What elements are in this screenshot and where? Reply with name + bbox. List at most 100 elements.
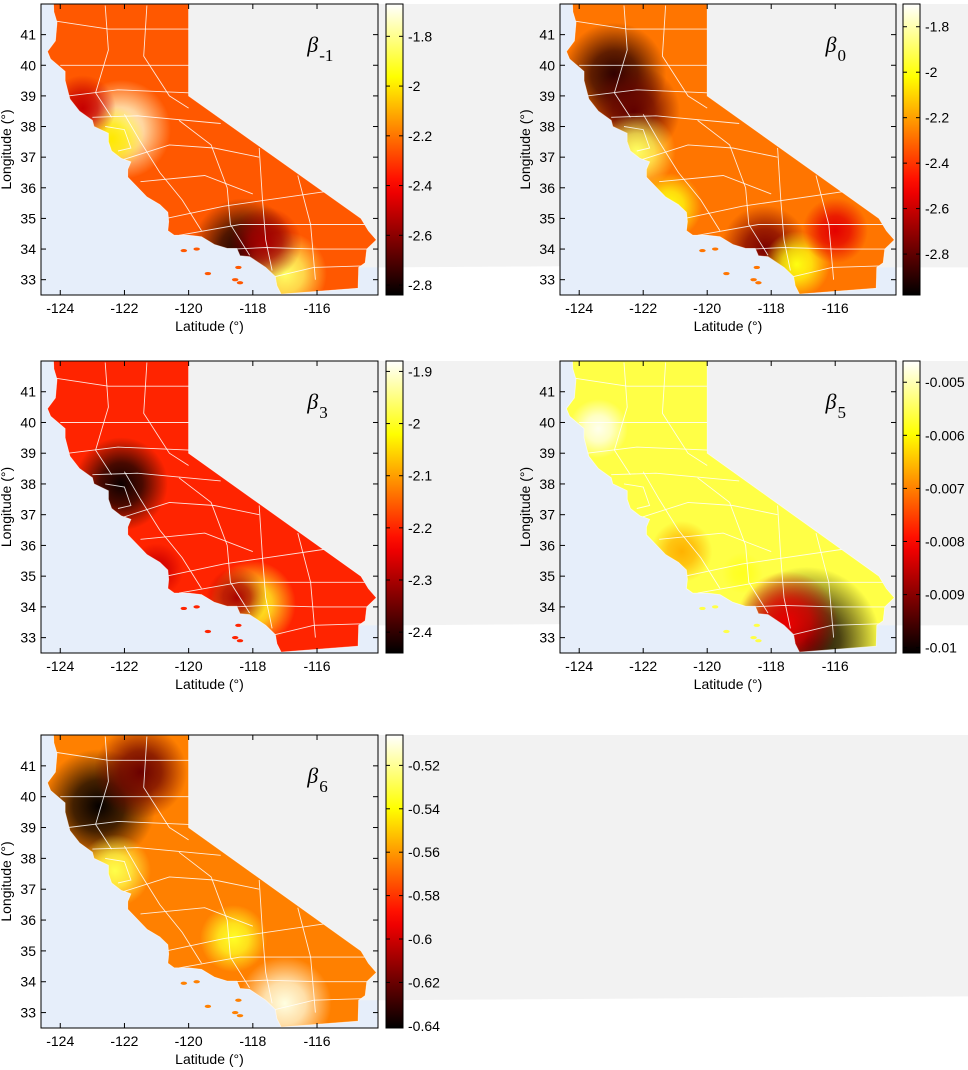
panel-annotation-subscript: 0 — [837, 46, 846, 65]
county-boundary — [659, 532, 772, 553]
y-tick-label: 34 — [20, 599, 36, 615]
county-boundary — [178, 477, 250, 614]
county-boundary — [178, 851, 250, 989]
colorbar-tick-label: -0.54 — [408, 801, 440, 817]
colorbar-tick-label: -2 — [408, 78, 421, 94]
field-hotspot — [93, 735, 188, 819]
state-outline — [565, 360, 895, 653]
y-tick-label: 37 — [20, 881, 36, 897]
x-tick-label: -122 — [629, 658, 657, 674]
y-tick-label: 35 — [539, 568, 555, 584]
axes-frame — [40, 360, 379, 654]
county-boundary — [121, 501, 260, 519]
x-tick-label: -120 — [175, 658, 203, 674]
panel-beta_0: -124 -122 -120 -118 -116 33 34 35 36 37 38 39 40 41 La… — [517, 3, 968, 334]
neighboring-land — [188, 735, 968, 1001]
x-tick-label: -118 — [758, 658, 785, 674]
island — [236, 639, 244, 643]
county-boundary — [121, 876, 260, 893]
colorbar-tick-label: -0.64 — [408, 1018, 440, 1034]
y-tick-label: 40 — [20, 57, 36, 73]
axes-frame — [559, 3, 897, 296]
county-boundary — [751, 604, 885, 608]
county-boundary — [95, 5, 112, 118]
state-outline — [46, 734, 377, 1028]
island — [235, 265, 242, 270]
y-tick-label: 36 — [539, 180, 555, 196]
island — [231, 636, 239, 640]
field-hotspot — [802, 197, 868, 264]
county-boundary — [178, 581, 366, 594]
colorbar-tick-label: -2.8 — [925, 246, 949, 262]
x-tick-label: -116 — [304, 658, 331, 674]
colorbar-tick-label: -2.1 — [408, 468, 432, 484]
island — [204, 271, 212, 276]
county-boundary — [92, 847, 221, 856]
x-tick-label: -118 — [239, 1033, 266, 1049]
y-tick-label: 37 — [539, 507, 555, 523]
y-tick-label: 38 — [539, 476, 555, 492]
county-boundary — [68, 89, 189, 97]
x-tick-label: -116 — [304, 1033, 331, 1049]
county-boundary — [684, 548, 849, 577]
county-boundary — [297, 907, 316, 1013]
island — [236, 281, 244, 285]
colorbar-tick-label: -2.6 — [408, 227, 432, 243]
base-fill — [47, 361, 377, 653]
colorbar-tick-label: -2.8 — [408, 277, 432, 293]
x-tick-label: -118 — [239, 658, 266, 674]
county-boundary — [751, 247, 885, 250]
island — [750, 278, 757, 282]
panel-annotation-subscript: 3 — [319, 403, 328, 422]
x-tick-label: -124 — [46, 300, 74, 316]
colorbar-tick-label: -0.005 — [925, 374, 965, 390]
county-boundary — [611, 472, 740, 482]
county-boundary — [815, 532, 835, 638]
y-tick-label: 39 — [20, 88, 36, 104]
colorbar-tick-label: -2.4 — [408, 624, 432, 640]
y-tick-label: 34 — [20, 241, 36, 257]
island — [231, 278, 239, 282]
y-tick-label: 41 — [539, 27, 555, 43]
island — [753, 265, 760, 270]
panel-annotation: β — [306, 389, 318, 414]
county-boundary — [642, 114, 721, 231]
county-boundary — [642, 471, 721, 589]
colorbar-gradient — [385, 3, 404, 296]
county-boundary — [105, 857, 132, 884]
y-tick-label: 40 — [20, 789, 36, 805]
island — [699, 606, 706, 611]
county-boundary — [68, 820, 189, 828]
county-boundary — [793, 623, 881, 636]
county-boundary — [121, 144, 260, 161]
x-tick-label: -120 — [693, 300, 721, 316]
y-tick-label: 40 — [539, 57, 555, 73]
county-boundary — [275, 623, 363, 636]
colorbar-tick-label: -1.8 — [408, 28, 432, 44]
island — [204, 629, 212, 634]
colorbar-tick-label: -2.2 — [925, 110, 949, 126]
x-tick-label: -116 — [822, 300, 849, 316]
x-axis-label: Latitude (°) — [694, 318, 763, 334]
county-boundary — [140, 175, 253, 195]
island — [699, 248, 706, 253]
county-boundary — [661, 362, 708, 466]
county-boundary — [297, 532, 316, 638]
y-tick-label: 35 — [539, 210, 555, 226]
y-axis-label: Longitude (°) — [0, 841, 14, 921]
colorbar-tick-label: -0.58 — [408, 888, 440, 904]
county-boundary — [178, 956, 366, 969]
x-tick-label: -118 — [239, 300, 266, 316]
county-boundary — [140, 907, 253, 927]
county-boundary — [587, 446, 708, 454]
x-axis-label: Latitude (°) — [175, 676, 244, 692]
county-boundary — [178, 120, 250, 256]
county-boundary — [105, 126, 132, 152]
x-tick-label: -118 — [758, 300, 785, 316]
island — [755, 639, 762, 643]
y-axis-label: Longitude (°) — [517, 109, 533, 189]
y-tick-label: 41 — [539, 384, 555, 400]
island — [180, 606, 188, 611]
colorbar-tick-label: -0.62 — [408, 974, 440, 990]
panel-annotation: β — [306, 763, 318, 788]
